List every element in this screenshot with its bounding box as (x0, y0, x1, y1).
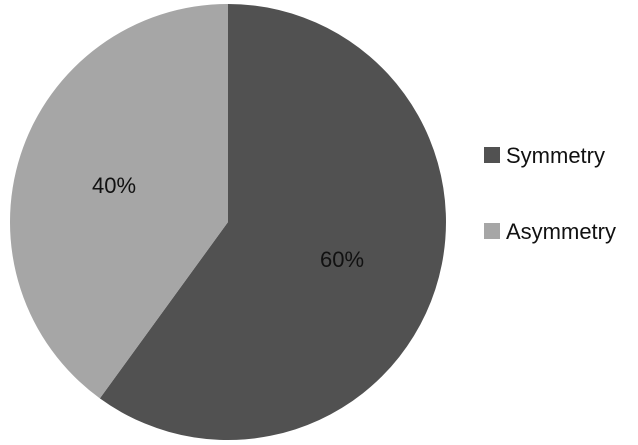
data-label-asymmetry: 40% (92, 173, 136, 198)
legend-label-asymmetry: Asymmetry (506, 219, 616, 244)
legend: Symmetry Asymmetry (484, 143, 616, 244)
data-label-symmetry: 60% (320, 247, 364, 272)
legend-swatch-symmetry (484, 147, 500, 163)
legend-swatch-asymmetry (484, 223, 500, 239)
pie-slices (9, 3, 446, 440)
legend-label-symmetry: Symmetry (506, 143, 605, 168)
pie-slice-asymmetry (9, 3, 228, 399)
pie-slice-symmetry (99, 4, 446, 440)
pie-slice-labels: 60% 40% (92, 173, 364, 272)
